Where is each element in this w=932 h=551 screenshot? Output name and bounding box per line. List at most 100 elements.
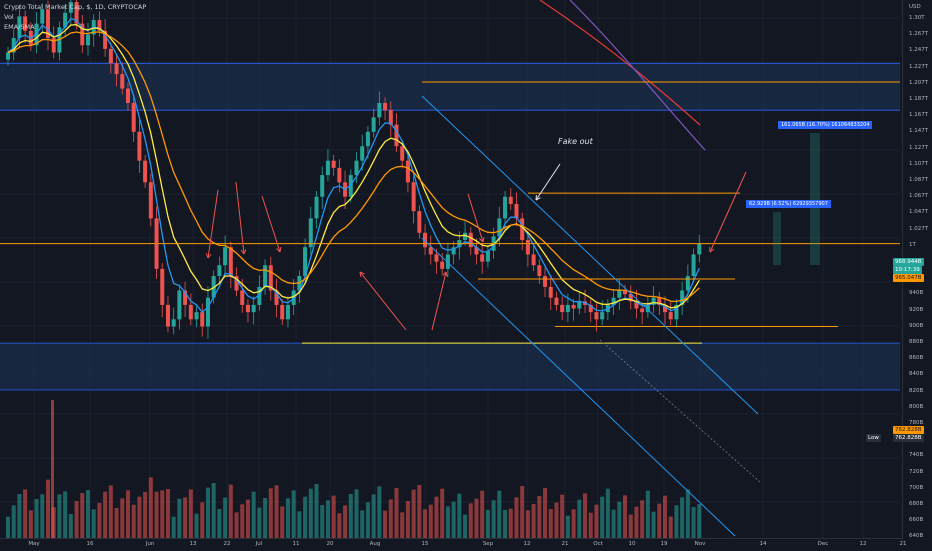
candle-body [188, 304, 193, 320]
candle-body [668, 312, 673, 320]
candle-body [565, 304, 570, 313]
measure-label-1[interactable]: 161.065B (16.70%) 161064833204 [778, 121, 873, 129]
candle-body [543, 276, 548, 287]
volume-bar [554, 502, 559, 538]
price-tick: 1.067T [909, 193, 929, 200]
candle-body [394, 124, 399, 147]
time-tick: 10 [628, 541, 636, 547]
candle-body [663, 304, 668, 313]
candle-body [223, 247, 228, 266]
volume-bar [434, 496, 439, 538]
candle-body [434, 254, 439, 262]
volume-bar [114, 508, 119, 538]
volume-bar [623, 495, 628, 538]
volume-bar [228, 484, 233, 538]
volume-bar [297, 511, 302, 538]
candle-body [85, 34, 90, 46]
volume-bar [285, 498, 290, 538]
candle-body [171, 319, 176, 327]
ema-line [7, 17, 700, 314]
volume-bar [508, 508, 513, 538]
volume-bar [405, 501, 410, 538]
candle-body [560, 304, 565, 313]
candle-body [503, 196, 508, 219]
candle-body [508, 196, 513, 204]
time-tick: Dec [817, 541, 829, 547]
volume-bar [143, 492, 148, 538]
last-price-badge: 968.944B [893, 258, 924, 266]
low-label-badge: Low [866, 434, 881, 442]
candlesticks [6, 0, 702, 339]
symbol-title[interactable]: Crypto Total Market Cap, $, 1D, CRYPTOCA… [4, 3, 147, 11]
candle-body [600, 312, 605, 320]
candle-body [131, 102, 136, 132]
measure-label-2[interactable]: 62.929B (6.52%) 62929357907 [746, 200, 831, 208]
volume-bar [474, 498, 479, 538]
time-tick: May [28, 541, 40, 547]
price-tick: 800B [909, 403, 924, 410]
time-axis[interactable]: May 16 Jun 13 22 Jul 11 20 Aug 15 Sep 12 21 Oct 10 19 No… [0, 538, 907, 551]
volume-bar [188, 489, 193, 538]
candle-body [143, 160, 148, 183]
volume-bar [485, 510, 490, 538]
volume-bar [131, 504, 136, 538]
volume-bar [103, 491, 108, 538]
candle-body [400, 146, 405, 161]
red-arrow [261, 195, 281, 253]
candle-body [514, 203, 519, 219]
volume-bar [537, 496, 542, 538]
volume-bar [525, 510, 530, 538]
volume-bar [263, 498, 268, 538]
candle-body [51, 38, 56, 53]
ema-line [7, 31, 700, 303]
time-tick: 19 [660, 541, 668, 547]
measure-box [810, 133, 820, 265]
volume-bar [251, 491, 256, 538]
channel-upper [421, 95, 759, 415]
candle-body [611, 297, 616, 305]
channel-lower [421, 237, 736, 537]
sma-red-line [539, 0, 701, 126]
red-arrow [431, 271, 447, 331]
volume-bar [451, 501, 456, 538]
volume-bar [674, 505, 679, 538]
volume-bar [320, 505, 325, 538]
volume-bar [411, 489, 416, 538]
red-arrow [235, 181, 245, 255]
volume-label[interactable]: Vol [4, 13, 14, 21]
volume-bar [423, 509, 428, 538]
candle-body [428, 247, 433, 255]
volume-bar [571, 509, 576, 538]
volume-bar [234, 512, 239, 538]
candle-body [691, 254, 696, 277]
time-tick: Nov [694, 541, 706, 547]
volume-bar [520, 486, 525, 538]
volume-bar [28, 510, 33, 538]
volume-bar [365, 502, 370, 538]
red-arrow [359, 271, 407, 331]
price-tick: 640B [909, 533, 924, 540]
volume-bar [628, 514, 633, 538]
volume-bar [34, 499, 39, 538]
price-tick: 900B [909, 322, 924, 329]
candle-body [405, 160, 410, 183]
volume-bar [457, 493, 462, 538]
moving-averages [7, 0, 706, 314]
volume-bar [400, 512, 405, 538]
volume-bar [183, 497, 188, 538]
volume-bar [388, 499, 393, 538]
time-tick: 13 [189, 541, 197, 547]
volume-bar [160, 490, 165, 538]
volume-bar [445, 506, 450, 538]
volume-bar [348, 494, 353, 538]
volume-bar [531, 504, 536, 538]
volume-bar [177, 498, 182, 538]
volume-bar [668, 516, 673, 538]
indicator-label[interactable]: EMA/SMA [4, 23, 35, 31]
volume-bar [308, 488, 313, 538]
price-tick: 1.30T [909, 15, 925, 21]
volume-bar [577, 499, 582, 538]
volume-bar [468, 503, 473, 538]
volume-bar [211, 483, 216, 538]
